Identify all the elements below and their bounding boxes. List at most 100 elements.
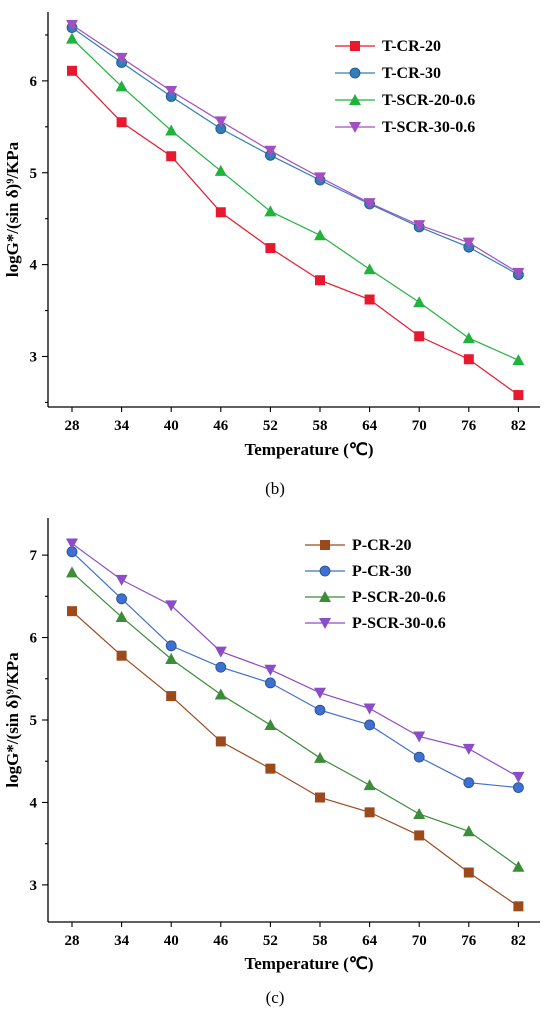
data-point-P-CR-20-40: [166, 691, 177, 702]
x-tick-label: 70: [412, 418, 427, 434]
data-point-P-SCR-30-0.6-28: [66, 538, 78, 550]
data-point-P-CR-20-28: [67, 606, 77, 617]
x-tick-label: 76: [461, 933, 477, 949]
y-tick-label: 3: [30, 349, 38, 365]
data-point-T-SCR-30-0.6-52: [264, 145, 277, 157]
panel-label: (b): [265, 479, 285, 498]
x-axis-title: Temperature (℃): [244, 954, 373, 973]
x-tick-label: 46: [213, 933, 229, 949]
legend-marker: [349, 94, 361, 105]
data-point-T-CR-20-52: [265, 243, 276, 254]
data-point-P-SCR-20-0.6-64: [363, 779, 376, 791]
data-point-T-SCR-30-0.6-58: [314, 172, 326, 184]
data-point-T-CR-20-28: [67, 65, 77, 76]
legend-marker: [349, 122, 361, 133]
y-tick-label: 6: [30, 74, 38, 90]
series-line-T-CR-30: [71, 27, 519, 276]
x-tick-label: 58: [313, 933, 328, 949]
legend-marker: [319, 565, 331, 577]
x-axis-title: Temperature (℃): [244, 440, 373, 459]
data-point-P-CR-20-34: [116, 650, 127, 661]
data-point-T-CR-20-82: [513, 390, 524, 401]
series-line-P-SCR-30-0.6: [71, 543, 519, 778]
data-point-P-CR-20-70: [414, 830, 425, 841]
data-point-P-CR-30-34: [116, 593, 127, 605]
data-point-P-SCR-20-0.6-58: [314, 751, 326, 763]
data-point-T-SCR-30-0.6-70: [413, 220, 426, 232]
legend-marker: [349, 67, 361, 79]
x-tick-label: 28: [65, 418, 80, 434]
data-point-T-SCR-30-0.6-82: [512, 267, 525, 279]
data-point-P-SCR-20-0.6-76: [462, 825, 475, 837]
data-point-T-SCR-20-0.6-40: [165, 124, 178, 136]
series-line-T-SCR-30-0.6: [71, 24, 519, 274]
data-point-P-SCR-30-0.6-82: [512, 771, 525, 783]
x-tick-label: 64: [362, 418, 378, 434]
data-point-T-SCR-30-0.6-76: [462, 237, 475, 249]
y-tick-label: 7: [30, 548, 38, 564]
legend-marker: [350, 41, 360, 51]
x-tick-label: 34: [114, 933, 130, 949]
x-tick-label: 46: [213, 418, 229, 434]
x-tick-label: 64: [362, 933, 378, 949]
data-point-P-CR-30-64: [364, 719, 376, 731]
data-point-P-CR-20-76: [463, 867, 474, 878]
data-point-P-CR-30-82: [513, 782, 524, 794]
data-point-T-SCR-20-0.6-76: [462, 332, 475, 344]
data-point-T-SCR-30-0.6-46: [214, 116, 227, 128]
data-point-P-CR-30-46: [215, 661, 227, 673]
data-point-P-CR-30-70: [413, 751, 425, 763]
x-tick-label: 52: [263, 418, 278, 434]
y-axis-title: logG*/(sin δ)⁹/KPa: [3, 652, 22, 788]
x-tick-label: 82: [511, 933, 526, 949]
data-point-T-SCR-20-0.6-64: [363, 263, 376, 275]
x-tick-label: 52: [263, 933, 278, 949]
data-point-T-CR-20-46: [215, 207, 226, 218]
data-point-T-SCR-30-0.6-64: [363, 198, 376, 210]
legend-label: P-CR-20: [352, 537, 412, 554]
data-point-T-SCR-30-0.6-34: [115, 52, 128, 64]
data-point-P-SCR-30-0.6-46: [214, 646, 227, 658]
y-tick-label: 3: [30, 878, 38, 894]
data-point-T-CR-20-34: [116, 117, 127, 128]
y-tick-label: 5: [30, 166, 38, 182]
data-point-P-CR-30-76: [463, 777, 475, 789]
data-point-T-SCR-20-0.6-82: [512, 354, 525, 366]
data-point-P-SCR-30-0.6-40: [165, 600, 178, 612]
legend-label: T-CR-20: [382, 38, 441, 55]
data-point-P-SCR-30-0.6-58: [314, 687, 326, 699]
legend-label: P-CR-30: [352, 563, 412, 580]
data-point-T-SCR-20-0.6-46: [214, 164, 227, 176]
data-point-T-SCR-30-0.6-28: [66, 19, 78, 31]
x-tick-label: 58: [313, 418, 328, 434]
data-point-P-CR-20-82: [513, 901, 524, 912]
data-point-P-SCR-20-0.6-70: [413, 807, 426, 819]
data-point-T-SCR-20-0.6-34: [115, 80, 128, 92]
legend-label: T-SCR-30-0.6: [382, 119, 475, 136]
legend-label: P-SCR-30-0.6: [352, 615, 446, 632]
data-point-P-SCR-20-0.6-40: [165, 652, 178, 664]
data-point-P-SCR-30-0.6-64: [363, 703, 376, 715]
data-point-P-SCR-30-0.6-70: [413, 731, 426, 743]
data-point-T-SCR-20-0.6-28: [66, 32, 78, 44]
data-point-P-SCR-20-0.6-28: [66, 566, 78, 578]
data-point-T-CR-20-40: [166, 151, 177, 162]
data-point-P-CR-20-58: [315, 792, 325, 803]
data-point-P-SCR-20-0.6-46: [214, 688, 227, 700]
data-point-P-SCR-20-0.6-34: [115, 610, 128, 622]
y-tick-label: 4: [30, 258, 38, 274]
x-tick-label: 76: [461, 418, 477, 434]
x-tick-label: 40: [164, 933, 179, 949]
data-point-P-SCR-30-0.6-34: [115, 574, 128, 586]
x-tick-label: 70: [412, 933, 427, 949]
panel-label: (c): [266, 988, 285, 1007]
data-point-P-CR-20-52: [265, 763, 276, 774]
legend-marker: [319, 618, 331, 629]
data-point-P-CR-20-64: [364, 807, 375, 818]
y-tick-label: 4: [30, 795, 38, 811]
data-point-P-CR-30-40: [165, 640, 177, 652]
x-tick-label: 40: [164, 418, 179, 434]
data-point-T-CR-20-64: [364, 294, 375, 305]
data-point-P-SCR-30-0.6-76: [462, 743, 475, 755]
